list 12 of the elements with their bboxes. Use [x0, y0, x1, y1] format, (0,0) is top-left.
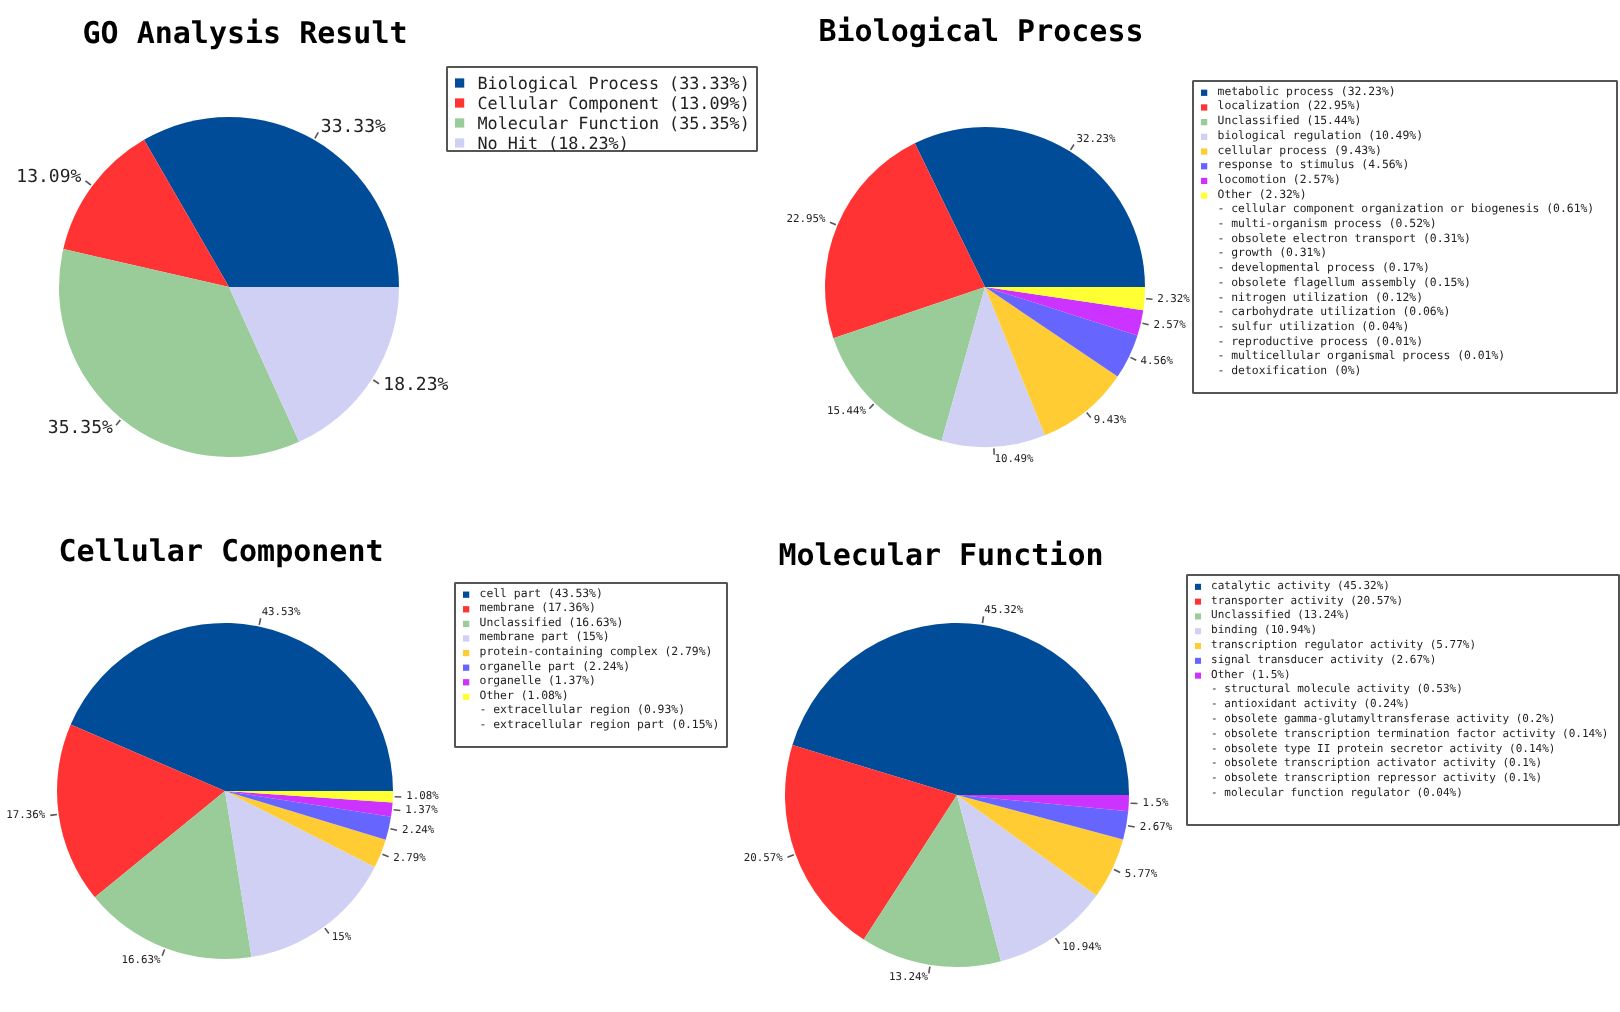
- chart-title: GO Analysis Result: [82, 15, 408, 51]
- data-label: 13.09%: [16, 167, 83, 188]
- chart-title: Molecular Function: [778, 537, 1104, 573]
- legend-label: No Hit (18.23%): [477, 133, 629, 153]
- data-label: 33.33%: [320, 118, 387, 139]
- chart-title: Cellular Component: [58, 533, 384, 569]
- data-label: 18.23%: [383, 376, 450, 397]
- data-label: 35.35%: [47, 419, 114, 440]
- chart-title: Biological Process: [818, 13, 1144, 49]
- legend-label: Cellular Component (13.09%): [477, 93, 750, 113]
- legend-label: Biological Process (33.33%): [477, 73, 750, 93]
- legend-label: Molecular Function (35.35%): [477, 113, 750, 133]
